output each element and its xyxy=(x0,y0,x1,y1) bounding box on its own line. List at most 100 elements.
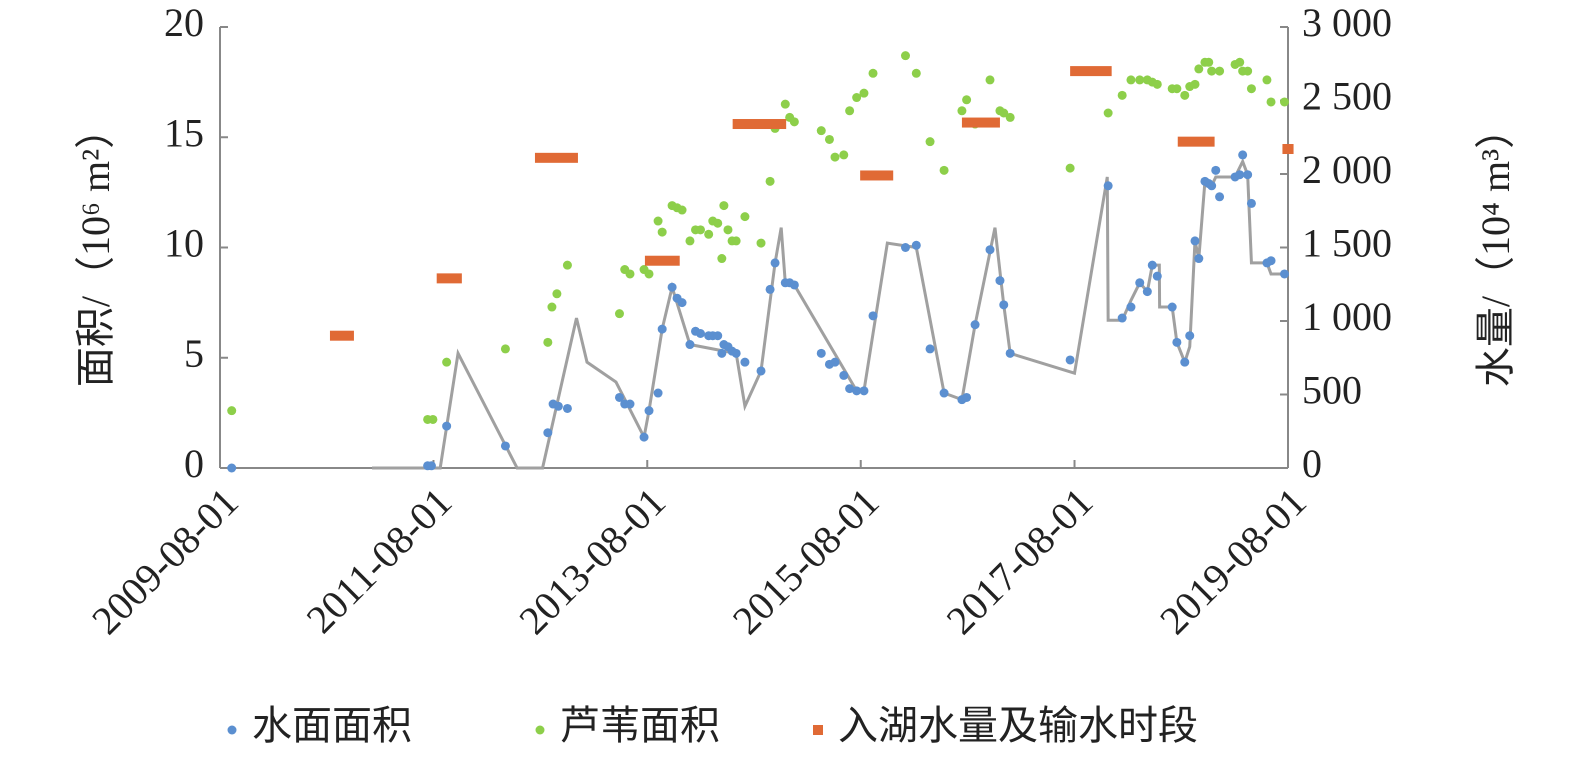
point xyxy=(1235,170,1245,180)
point xyxy=(839,150,849,160)
point xyxy=(985,75,995,85)
point xyxy=(770,258,780,268)
point xyxy=(653,388,663,398)
point xyxy=(1167,302,1177,312)
point xyxy=(500,441,510,451)
point xyxy=(1194,254,1204,264)
point xyxy=(1215,66,1225,76)
point xyxy=(562,403,572,413)
point xyxy=(1180,90,1190,100)
point xyxy=(780,99,790,109)
period-bar xyxy=(860,170,894,181)
point xyxy=(713,218,723,228)
y2-tick-label: 500 xyxy=(1302,368,1362,413)
point xyxy=(900,51,910,61)
point xyxy=(859,386,869,396)
point xyxy=(562,260,572,270)
y2-tick-label: 0 xyxy=(1302,441,1322,486)
point xyxy=(1279,269,1289,279)
point xyxy=(845,384,855,394)
y-tick-label: 20 xyxy=(164,0,204,45)
point xyxy=(1243,170,1253,180)
point xyxy=(970,320,980,330)
x-tick-label: 2015-08-01 xyxy=(724,479,888,643)
y-tick-label: 10 xyxy=(164,221,204,266)
legend-marker xyxy=(813,725,823,735)
legend-marker xyxy=(535,725,545,735)
point xyxy=(614,392,624,402)
period-bar xyxy=(1282,144,1294,155)
point xyxy=(995,276,1005,286)
y-tick-label: 5 xyxy=(184,331,204,376)
point xyxy=(852,93,862,103)
point xyxy=(1117,90,1127,100)
point xyxy=(1180,357,1190,367)
period-bar xyxy=(436,273,462,284)
point xyxy=(1135,75,1145,85)
point xyxy=(1185,331,1195,341)
y2-tick-label: 3 000 xyxy=(1302,0,1392,45)
point xyxy=(1190,236,1200,246)
point xyxy=(644,406,654,416)
point xyxy=(1279,97,1289,107)
point xyxy=(1117,313,1127,323)
point xyxy=(1243,66,1253,76)
point xyxy=(740,212,750,222)
point xyxy=(740,357,750,367)
legend-marker xyxy=(227,725,237,735)
point xyxy=(816,126,826,136)
point xyxy=(830,357,840,367)
point xyxy=(1215,192,1225,202)
point xyxy=(1266,97,1276,107)
point xyxy=(1126,302,1136,312)
point xyxy=(939,165,949,175)
point xyxy=(1190,79,1200,89)
point xyxy=(625,399,635,409)
point xyxy=(911,68,921,78)
point xyxy=(1211,165,1221,175)
point xyxy=(789,117,799,127)
point xyxy=(713,331,723,341)
point xyxy=(731,348,741,358)
point xyxy=(731,236,741,246)
y-tick-label: 0 xyxy=(184,441,204,486)
point xyxy=(1147,260,1157,270)
point xyxy=(723,225,733,235)
point xyxy=(677,298,687,308)
point xyxy=(925,344,935,354)
x-tick-label: 2009-08-01 xyxy=(83,479,247,643)
point xyxy=(553,401,563,411)
point xyxy=(845,106,855,116)
point xyxy=(543,428,553,438)
point xyxy=(543,337,553,347)
point xyxy=(816,348,826,358)
point xyxy=(999,108,1009,118)
y-tick-label: 15 xyxy=(164,110,204,155)
point xyxy=(677,205,687,215)
point xyxy=(1204,57,1214,67)
point xyxy=(1152,271,1162,281)
y2-tick-label: 1 000 xyxy=(1302,294,1392,339)
point xyxy=(852,386,862,396)
point xyxy=(985,245,995,255)
period-bar xyxy=(732,119,787,130)
point xyxy=(442,357,452,367)
point xyxy=(900,243,910,252)
y-axis-title: 面积/（10⁶ m²） xyxy=(73,109,118,387)
area-line xyxy=(372,157,1288,470)
point xyxy=(1142,287,1152,297)
point xyxy=(695,328,705,338)
point xyxy=(442,421,452,431)
point xyxy=(925,137,935,147)
point xyxy=(653,216,663,226)
period-bar xyxy=(644,255,680,266)
point xyxy=(1103,108,1113,118)
point xyxy=(1194,64,1204,74)
legend-label: 水面面积 xyxy=(252,703,412,748)
point xyxy=(756,238,766,248)
x-tick-label: 2019-08-01 xyxy=(1151,479,1315,643)
period-bar xyxy=(534,152,578,163)
point xyxy=(695,225,705,235)
y2-axis-title: 水量/（10⁴ m³） xyxy=(1473,109,1518,387)
x-tick-label: 2017-08-01 xyxy=(938,479,1102,643)
